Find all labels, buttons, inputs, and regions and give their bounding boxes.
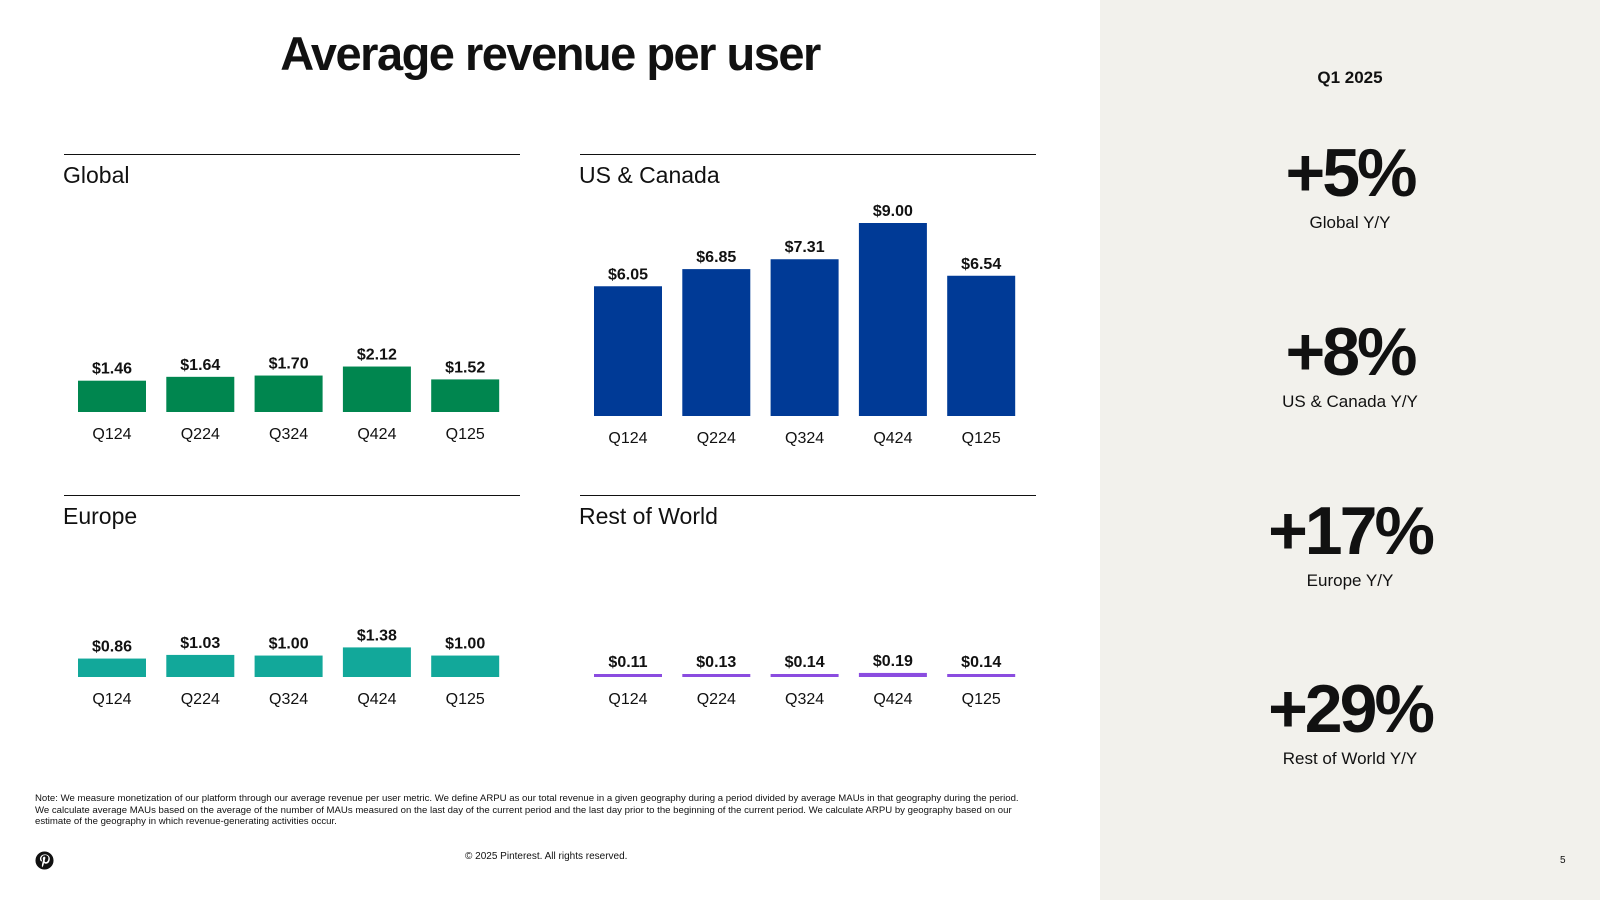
- data-label: $1.46: [92, 361, 132, 378]
- data-label: $1.64: [180, 357, 220, 374]
- bar-q124: [594, 286, 662, 416]
- x-tick-label: Q224: [181, 691, 220, 708]
- data-label: $6.54: [961, 256, 1001, 273]
- data-label: $2.12: [357, 347, 397, 364]
- kpi-label: Europe Y/Y: [1306, 571, 1394, 590]
- divider: [64, 495, 520, 496]
- copyright: © 2025 Pinterest. All rights reserved.: [465, 851, 628, 862]
- bar-q125: [431, 655, 500, 677]
- data-label: $0.19: [873, 653, 913, 670]
- x-tick-label: Q224: [181, 426, 220, 443]
- chart-title: Europe: [63, 503, 138, 529]
- x-tick-label: Q324: [785, 691, 824, 708]
- x-tick-label: Q124: [608, 430, 647, 447]
- data-label: $1.00: [269, 636, 309, 653]
- x-tick-label: Q324: [785, 430, 824, 447]
- data-label: $0.14: [785, 654, 825, 671]
- data-label: $0.86: [92, 639, 132, 656]
- page-number: 5: [1560, 855, 1566, 866]
- bar-q424: [342, 366, 411, 412]
- bar-q324: [770, 673, 839, 677]
- data-label: $1.70: [269, 356, 309, 373]
- data-label: $6.85: [696, 249, 736, 266]
- data-label: $1.38: [357, 627, 397, 644]
- kpi-label: Rest of World Y/Y: [1282, 749, 1418, 768]
- kpi-label: US & Canada Y/Y: [1282, 392, 1418, 411]
- x-tick-label: Q324: [269, 426, 308, 443]
- bar-chart-global: $1.46 Q124 $1.64 Q224 $1.70 Q324 $2.12 Q424 $1.5…: [78, 347, 500, 443]
- kpi-us-canada: +8% US & Canada Y/Y: [1100, 318, 1600, 412]
- chart-title: Rest of World: [579, 503, 718, 529]
- data-label: $1.00: [445, 636, 485, 653]
- bar-q224: [166, 376, 235, 412]
- x-tick-label: Q324: [269, 691, 308, 708]
- bar-chart-us-canada: $6.05 Q124 $6.85 Q224 $7.31 Q324 $9.00 Q424 $6.5…: [594, 203, 1016, 447]
- x-tick-label: Q424: [357, 426, 396, 443]
- x-tick-label: Q124: [608, 691, 647, 708]
- x-tick-label: Q125: [962, 430, 1001, 447]
- divider: [580, 154, 1036, 155]
- summary-sidebar: Q1 2025 +5% Global Y/Y +8% US & Canada Y…: [1100, 0, 1600, 900]
- bar-q125: [431, 379, 500, 412]
- pinterest-logo-icon: [35, 851, 54, 870]
- kpi-value: +5%: [1285, 135, 1418, 211]
- bar-q125: [947, 673, 1016, 677]
- divider: [580, 495, 1036, 496]
- bar-q424: [342, 647, 411, 677]
- period-label: Q1 2025: [1317, 68, 1383, 87]
- kpi-europe: +17% Europe Y/Y: [1100, 497, 1600, 591]
- bar-q224: [166, 654, 235, 677]
- bar-q424: [858, 672, 927, 677]
- bar-q124: [594, 674, 662, 677]
- chart-europe: Europe $0.86 Q124 $1.03 Q224 $1.00 Q324 $1.38 Q…: [63, 495, 520, 805]
- data-label: $1.03: [180, 635, 220, 652]
- chart-title: Global: [63, 162, 130, 188]
- x-tick-label: Q424: [873, 430, 912, 447]
- x-tick-label: Q125: [962, 691, 1001, 708]
- bar-q224: [682, 674, 751, 677]
- bar-q424: [858, 223, 927, 416]
- page-title: Average revenue per user: [280, 27, 821, 80]
- kpi-value: +8%: [1285, 314, 1418, 390]
- bar-q224: [682, 269, 751, 416]
- x-tick-label: Q224: [697, 430, 736, 447]
- data-label: $6.05: [608, 266, 648, 283]
- x-tick-label: Q224: [697, 691, 736, 708]
- chart-global: Global $1.46 Q124 $1.64 Q224 $1.70 Q324 $2.12 Q…: [63, 154, 520, 464]
- data-label: $7.31: [785, 239, 825, 256]
- kpi-value: +29%: [1268, 671, 1435, 747]
- x-tick-label: Q424: [873, 691, 912, 708]
- data-label: $1.52: [445, 359, 485, 376]
- x-tick-label: Q124: [92, 691, 131, 708]
- divider: [64, 154, 520, 155]
- bar-chart-rest-of-world: $0.11 Q124 $0.13 Q224 $0.14 Q324 $0.19 Q424 $0.1…: [594, 653, 1016, 708]
- bar-chart-europe: $0.86 Q124 $1.03 Q224 $1.00 Q324 $1.38 Q424 $1.0…: [78, 627, 500, 708]
- kpi-global: +5% Global Y/Y: [1100, 139, 1600, 233]
- footnote: Note: We measure monetization of our pla…: [35, 793, 1019, 827]
- data-label: $0.13: [696, 654, 736, 671]
- data-label: $0.14: [961, 654, 1001, 671]
- bar-q324: [254, 375, 323, 412]
- bar-q324: [254, 655, 323, 677]
- kpi-rest-of-world: +29% Rest of World Y/Y: [1100, 675, 1600, 769]
- x-tick-label: Q124: [92, 426, 131, 443]
- chart-us-canada: US & Canada $6.05 Q124 $6.85 Q224 $7.31 Q324 $…: [579, 154, 1036, 464]
- kpi-value: +17%: [1268, 493, 1435, 569]
- x-tick-label: Q125: [446, 691, 485, 708]
- bar-q124: [78, 380, 146, 412]
- chart-title: US & Canada: [579, 162, 720, 188]
- bar-q324: [770, 259, 839, 416]
- bar-q124: [78, 658, 146, 677]
- bar-q125: [947, 275, 1016, 416]
- data-label: $9.00: [873, 203, 913, 220]
- x-tick-label: Q125: [446, 426, 485, 443]
- x-tick-label: Q424: [357, 691, 396, 708]
- kpi-label: Global Y/Y: [1309, 213, 1391, 232]
- chart-rest-of-world: Rest of World $0.11 Q124 $0.13 Q224 $0.14 Q32…: [579, 495, 1036, 805]
- data-label: $0.11: [608, 654, 647, 671]
